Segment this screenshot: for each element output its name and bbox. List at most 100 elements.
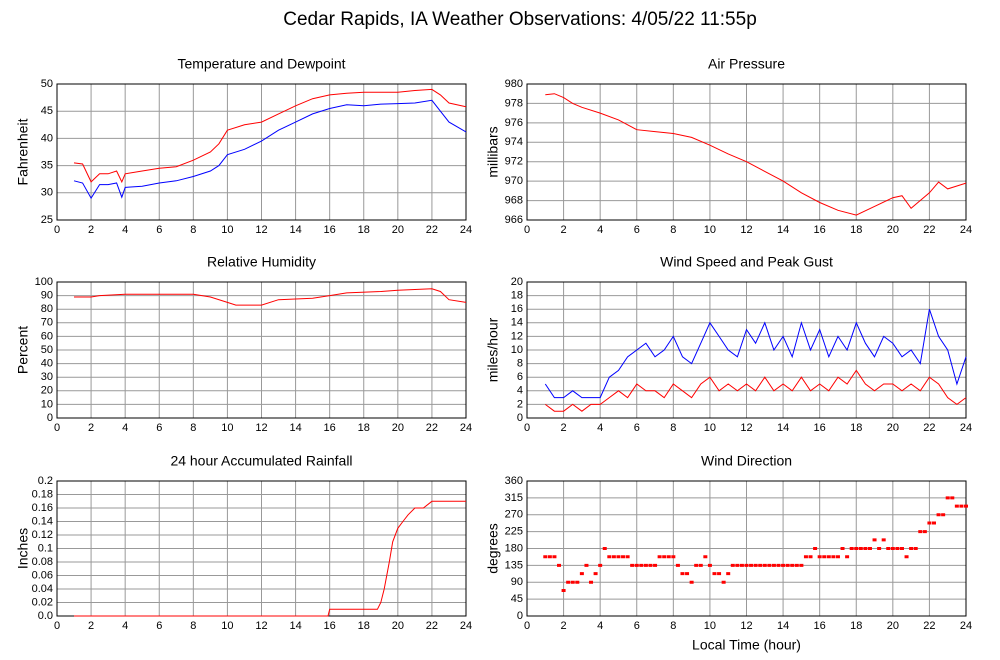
x-tick-label: 2 [561, 224, 567, 236]
y-tick-label: 970 [505, 175, 523, 187]
data-point [575, 580, 580, 584]
data-point [758, 563, 763, 567]
x-tick-label: 14 [777, 620, 789, 632]
y-tick-label: 35 [41, 160, 53, 172]
x-tick-label: 22 [426, 224, 438, 236]
y-tick-label: 80 [41, 303, 53, 315]
y-tick-label: 0 [47, 412, 53, 424]
x-tick-label: 0 [54, 620, 60, 632]
x-tick-label: 10 [221, 224, 233, 236]
data-point [867, 547, 872, 550]
data-point [552, 555, 557, 559]
data-point [634, 563, 639, 567]
data-line [73, 88, 467, 184]
x-tick-label: 18 [850, 620, 862, 632]
y-tick-label: 20 [41, 385, 53, 397]
x-tick-label: 14 [289, 422, 301, 434]
data-point [739, 563, 744, 567]
data-point [872, 538, 877, 542]
y-tick-label: 10 [41, 398, 53, 410]
data-point [954, 504, 959, 508]
data-point [863, 547, 868, 550]
data-point [941, 513, 946, 517]
data-point [616, 555, 621, 559]
x-tick-label: 14 [777, 422, 789, 434]
y-tick-label: 974 [505, 136, 523, 148]
x-tick-label: 10 [704, 422, 716, 434]
x-tick-label: 16 [814, 620, 826, 632]
plot-frame [526, 83, 967, 221]
data-point [579, 572, 584, 576]
y-tick-label: 90 [511, 576, 523, 588]
x-tick-label: 18 [358, 422, 370, 434]
x-tick-label: 18 [850, 224, 862, 236]
data-point [643, 563, 648, 567]
data-point [735, 563, 740, 567]
y-tick-label: 980 [505, 78, 523, 90]
data-point [858, 547, 863, 550]
data-point [927, 521, 932, 525]
y-axis-label: Percent [15, 326, 31, 374]
data-point [831, 555, 836, 559]
plot-frame [526, 480, 967, 617]
y-tick-label: 360 [505, 475, 523, 487]
y-axis-label: Fahrenheit [15, 118, 31, 185]
data-point [703, 555, 708, 559]
y-tick-label: 0.14 [32, 515, 53, 527]
x-tick-label: 8 [190, 422, 196, 434]
x-tick-label: 12 [740, 422, 752, 434]
data-point [849, 547, 854, 550]
y-tick-label: 972 [505, 156, 523, 168]
x-tick-label: 6 [634, 224, 640, 236]
y-tick-label: 976 [505, 117, 523, 129]
data-point [753, 563, 758, 567]
panel-title: Relative Humidity [207, 254, 316, 270]
x-tick-label: 22 [923, 224, 935, 236]
x-tick-label: 22 [923, 422, 935, 434]
data-point [794, 563, 799, 567]
x-tick-label: 16 [324, 422, 336, 434]
y-tick-label: 45 [41, 105, 53, 117]
data-point [717, 572, 722, 576]
x-tick-label: 0 [524, 224, 530, 236]
data-point [790, 563, 795, 567]
y-tick-label: 25 [41, 214, 53, 226]
x-tick-label: 24 [460, 224, 472, 236]
data-point [895, 547, 900, 550]
data-point [781, 563, 786, 567]
data-point [767, 563, 772, 567]
x-tick-label: 16 [814, 224, 826, 236]
x-tick-label: 2 [561, 422, 567, 434]
y-tick-label: 978 [505, 97, 523, 109]
data-point [707, 563, 712, 567]
y-tick-label: 12 [511, 330, 523, 342]
y-tick-label: 0.02 [32, 596, 53, 608]
x-tick-label: 0 [54, 422, 60, 434]
data-line [73, 99, 467, 200]
panel-title: Temperature and Dewpoint [177, 56, 345, 72]
y-tick-label: 30 [41, 187, 53, 199]
y-tick-label: 14 [511, 317, 523, 329]
y-tick-label: 0 [517, 610, 523, 622]
x-tick-label: 4 [122, 422, 128, 434]
x-tick-label: 20 [392, 422, 404, 434]
x-tick-label: 16 [324, 620, 336, 632]
plot-frame [56, 83, 467, 221]
y-axis-label: Inches [15, 528, 31, 569]
y-tick-label: 270 [505, 509, 523, 521]
x-tick-label: 8 [670, 422, 676, 434]
data-point [899, 547, 904, 550]
y-tick-label: 16 [511, 303, 523, 315]
y-tick-label: 0.16 [32, 502, 53, 514]
y-tick-label: 40 [41, 132, 53, 144]
data-point [936, 513, 941, 517]
data-line [74, 500, 466, 617]
x-tick-label: 8 [190, 620, 196, 632]
y-tick-label: 0.1 [38, 542, 53, 554]
data-point [840, 547, 845, 550]
y-tick-label: 225 [505, 526, 523, 538]
data-point [653, 563, 658, 567]
data-point [666, 555, 671, 559]
data-point [648, 563, 653, 567]
y-tick-label: 0.2 [38, 475, 53, 487]
